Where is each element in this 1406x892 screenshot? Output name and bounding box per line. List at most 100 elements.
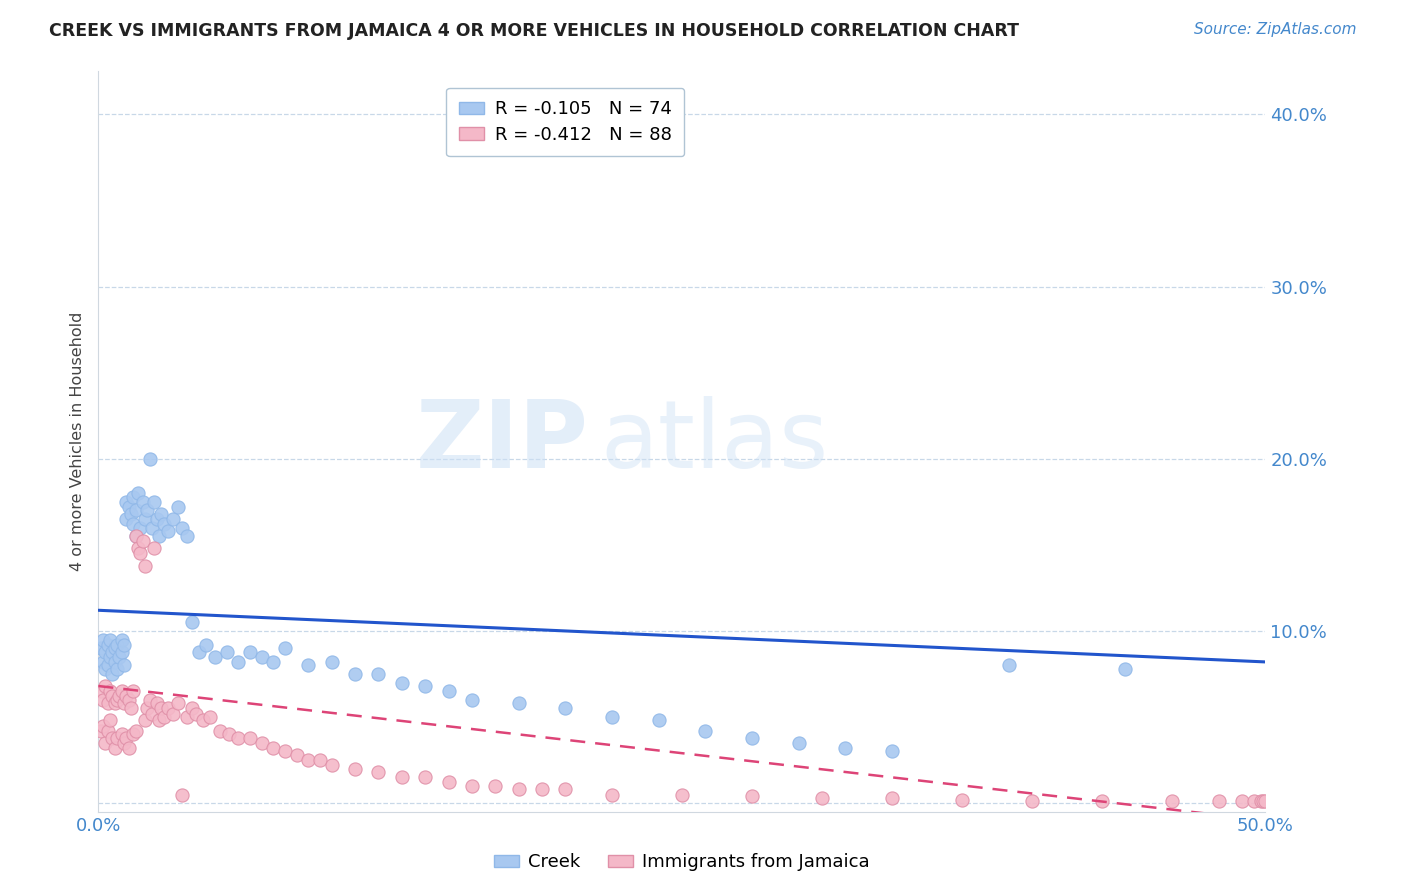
Point (176, 529, 198, 543)
Point (112, 658, 135, 673)
Point (180, 701, 202, 715)
Point (127, 541, 149, 556)
Point (250, 736, 273, 750)
Point (91, 632, 114, 647)
Point (484, 779, 506, 793)
Point (262, 655, 284, 669)
Point (122, 684, 145, 698)
Point (391, 675, 413, 690)
Point (186, 706, 208, 721)
Point (134, 512, 156, 526)
Point (97, 658, 120, 673)
Point (91, 718, 114, 732)
Point (508, 696, 530, 710)
Text: ZIP: ZIP (416, 395, 589, 488)
Point (162, 512, 184, 526)
Point (118, 741, 141, 756)
Legend: R = -0.105   N = 74, R = -0.412   N = 88: R = -0.105 N = 74, R = -0.412 N = 88 (446, 87, 685, 156)
Point (90, 684, 112, 698)
Point (94, 679, 117, 693)
Point (115, 690, 138, 704)
Point (180, 615, 202, 630)
Point (111, 644, 134, 658)
Point (285, 747, 308, 762)
Point (218, 727, 240, 741)
Point (321, 655, 343, 669)
Point (880, 744, 903, 758)
Point (321, 758, 343, 772)
Point (125, 529, 148, 543)
Point (105, 731, 128, 745)
Point (112, 696, 135, 710)
Point (104, 641, 127, 656)
Point (136, 701, 159, 715)
Point (1250, 794, 1272, 808)
Point (115, 731, 138, 745)
Point (187, 644, 209, 658)
Point (413, 770, 436, 784)
Point (91, 693, 114, 707)
Point (148, 714, 170, 728)
Point (176, 710, 198, 724)
Point (134, 558, 156, 573)
Point (132, 534, 155, 549)
Point (134, 714, 156, 728)
Point (741, 731, 763, 745)
Point (600, 788, 623, 802)
Text: CREEK VS IMMIGRANTS FROM JAMAICA 4 OR MORE VEHICLES IN HOUSEHOLD CORRELATION CHA: CREEK VS IMMIGRANTS FROM JAMAICA 4 OR MO… (49, 22, 1019, 40)
Point (344, 762, 367, 776)
Point (239, 731, 262, 745)
Point (461, 693, 484, 707)
Point (141, 521, 163, 535)
Point (122, 490, 145, 504)
Point (166, 696, 188, 710)
Point (172, 521, 194, 535)
Point (262, 741, 284, 756)
Point (204, 649, 226, 664)
Point (94, 662, 117, 676)
Point (143, 541, 166, 556)
Point (98, 684, 121, 698)
Text: Source: ZipAtlas.com: Source: ZipAtlas.com (1194, 22, 1357, 37)
Point (112, 736, 135, 750)
Point (834, 741, 856, 756)
Point (157, 701, 180, 715)
Point (141, 706, 163, 721)
Point (1114, 662, 1136, 676)
Point (112, 638, 135, 652)
Point (120, 507, 142, 521)
Point (787, 736, 810, 750)
Point (437, 684, 460, 698)
Point (811, 791, 834, 805)
Point (125, 529, 148, 543)
Point (1021, 794, 1043, 808)
Point (98, 649, 121, 664)
Point (105, 638, 128, 652)
Point (391, 770, 413, 784)
Point (600, 710, 623, 724)
Point (172, 788, 194, 802)
Point (193, 714, 215, 728)
Point (1254, 794, 1277, 808)
Point (162, 706, 184, 721)
Point (157, 524, 180, 538)
Point (215, 644, 238, 658)
Point (367, 765, 389, 780)
Point (437, 775, 460, 789)
Point (97, 723, 120, 738)
Point (104, 741, 127, 756)
Point (228, 655, 250, 669)
Point (111, 684, 134, 698)
Point (150, 507, 173, 521)
Point (950, 792, 973, 806)
Point (297, 753, 319, 767)
Point (108, 690, 131, 704)
Point (274, 641, 297, 656)
Point (105, 662, 128, 676)
Point (530, 782, 553, 797)
Point (118, 693, 141, 707)
Point (98, 714, 121, 728)
Point (101, 644, 124, 658)
Point (91, 655, 114, 669)
Point (129, 521, 152, 535)
